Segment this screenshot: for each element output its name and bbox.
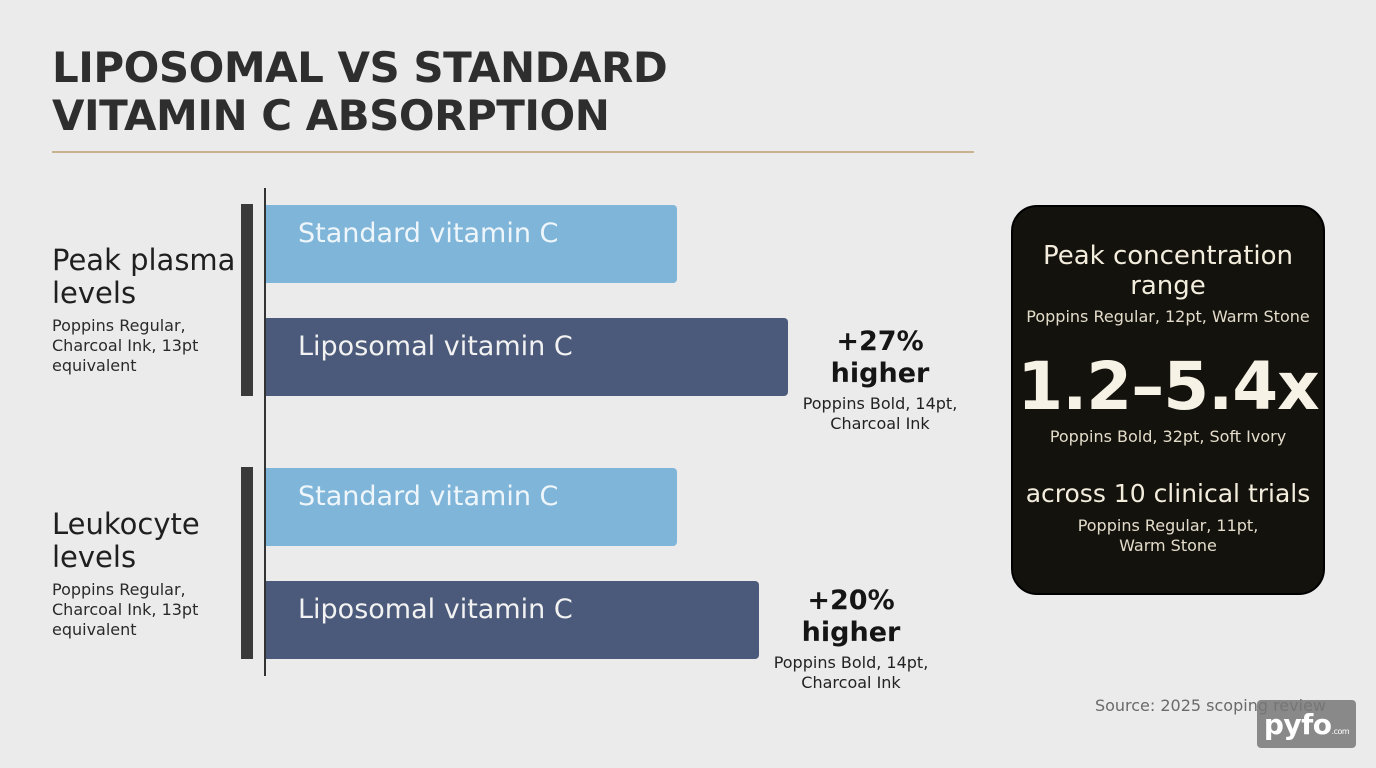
bar-leukocyte-liposomal: Liposomal vitamin C <box>266 581 759 659</box>
callout-subtext: across 10 clinical trials <box>1025 479 1311 508</box>
bar-leukocyte-standard: Standard vitamin C <box>266 468 677 546</box>
group-bracket-peak-plasma <box>241 204 253 396</box>
bar-peak-plasma-liposomal: Liposomal vitamin C <box>266 318 788 396</box>
callout-heading-note: Poppins Regular, 12pt, Warm Stone <box>1026 307 1310 326</box>
callout-big-note: Poppins Bold, 32pt, Soft Ivory <box>1049 427 1287 446</box>
bar-label: Standard vitamin C <box>298 480 559 512</box>
group-label-peak-plasma: Peak plasma levels Poppins Regular, Char… <box>52 244 242 376</box>
chart-axis-line <box>264 188 266 676</box>
stat-callout-card: Peak concentration range Poppins Regular… <box>1011 205 1325 595</box>
chart-title: LIPOSOMAL VS STANDARD VITAMIN C ABSORPTI… <box>52 43 668 140</box>
title-line-2: VITAMIN C ABSORPTION <box>52 91 610 140</box>
delta-value: +27% higher <box>830 326 930 389</box>
bar-label: Liposomal vitamin C <box>298 330 573 362</box>
group-note: Poppins Regular, Charcoal Ink, 13pt equi… <box>52 580 199 639</box>
bar-label: Standard vitamin C <box>298 217 559 249</box>
callout-big-value: 1.2–5.4x <box>1017 348 1319 425</box>
callout-heading: Peak concentration range <box>1042 241 1294 301</box>
group-name: Peak plasma levels <box>52 243 236 310</box>
watermark-text: pyfo <box>1263 707 1332 741</box>
title-line-1: LIPOSOMAL VS STANDARD <box>52 43 668 92</box>
group-name: Leukocyte levels <box>52 507 200 574</box>
bar-label: Liposomal vitamin C <box>298 593 573 625</box>
group-label-leukocyte: Leukocyte levels Poppins Regular, Charco… <box>52 508 242 640</box>
watermark-suffix: .com <box>1331 726 1350 736</box>
delta-label-peak-plasma: +27% higher Poppins Bold, 14pt, Charcoal… <box>790 326 970 434</box>
delta-label-leukocyte: +20% higher Poppins Bold, 14pt, Charcoal… <box>761 585 941 693</box>
callout-subtext-note: Poppins Regular, 11pt, Warm Stone <box>1077 516 1259 555</box>
bar-peak-plasma-standard: Standard vitamin C <box>266 205 677 283</box>
delta-value: +20% higher <box>801 585 901 648</box>
delta-note: Poppins Bold, 14pt, Charcoal Ink <box>802 394 958 433</box>
group-bracket-leukocyte <box>241 467 253 659</box>
group-note: Poppins Regular, Charcoal Ink, 13pt equi… <box>52 316 199 375</box>
delta-note: Poppins Bold, 14pt, Charcoal Ink <box>773 653 929 692</box>
watermark-logo: pyfo .com <box>1257 700 1356 748</box>
title-divider <box>52 151 974 153</box>
